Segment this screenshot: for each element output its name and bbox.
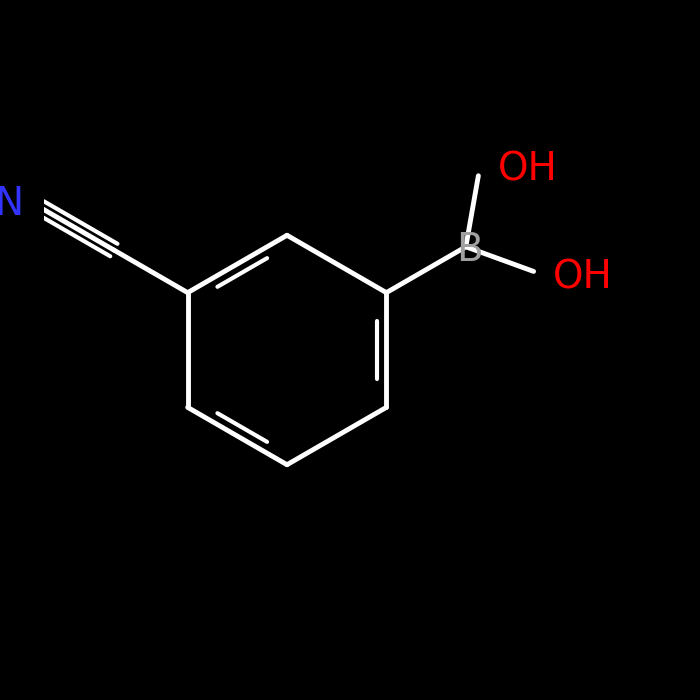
- Text: OH: OH: [498, 150, 558, 188]
- Text: OH: OH: [553, 259, 613, 297]
- Text: N: N: [0, 185, 24, 223]
- Text: B: B: [456, 231, 482, 269]
